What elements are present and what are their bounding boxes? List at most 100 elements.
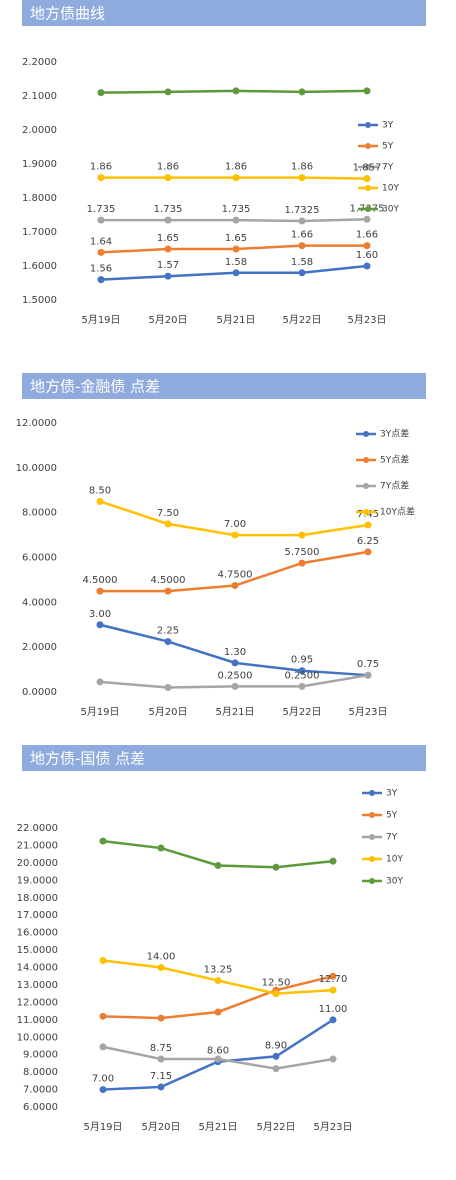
y-tick-label: 16.0000 — [17, 928, 58, 939]
point — [157, 1055, 165, 1063]
point — [272, 990, 280, 998]
point — [164, 272, 172, 280]
point — [272, 1065, 280, 1073]
point — [214, 1055, 222, 1063]
legend-dot — [363, 457, 369, 463]
y-tick-label: 1.9000 — [22, 159, 57, 170]
x-tick-label: 5月20日 — [148, 314, 187, 326]
y-tick-label: 2.1000 — [22, 91, 57, 102]
y-tick-label: 4.0000 — [22, 597, 57, 608]
point — [363, 87, 371, 95]
point — [298, 88, 306, 96]
x-tick-label: 5月19日 — [80, 706, 119, 718]
value-label: 1.86 — [157, 162, 179, 173]
legend-dot — [369, 812, 375, 818]
point — [164, 587, 172, 595]
value-label: 1.86 — [291, 162, 313, 173]
value-label: 1.86 — [90, 162, 112, 173]
value-label: 0.95 — [291, 655, 313, 666]
point — [298, 559, 306, 567]
point — [232, 269, 240, 277]
x-tick-label: 5月21日 — [216, 314, 255, 326]
value-label: 1.58 — [291, 257, 313, 268]
value-label: 4.7500 — [218, 570, 253, 581]
point — [231, 659, 239, 667]
title-bar — [22, 745, 426, 771]
value-label: 1.66 — [291, 230, 313, 241]
point — [96, 587, 104, 595]
y-tick-label: 15.0000 — [17, 945, 58, 956]
legend-dot — [369, 790, 375, 796]
point — [164, 216, 172, 224]
value-label: 1.64 — [90, 236, 112, 247]
x-tick-label: 5月19日 — [83, 1121, 122, 1133]
x-tick-label: 5月23日 — [348, 706, 387, 718]
title-bar — [22, 373, 426, 399]
legend-label: 7Y — [386, 833, 398, 843]
point — [164, 520, 172, 528]
value-label: 6.25 — [357, 536, 379, 547]
point — [298, 174, 306, 182]
point — [363, 262, 371, 270]
value-label: 1.58 — [225, 257, 247, 268]
y-tick-label: 1.7000 — [22, 227, 57, 238]
x-tick-label: 5月21日 — [215, 706, 254, 718]
point — [99, 1012, 107, 1020]
y-tick-label: 6.0000 — [23, 1102, 58, 1113]
point — [214, 977, 222, 985]
chart-title: 地方债-金融债 点差 — [30, 378, 160, 396]
point — [232, 216, 240, 224]
point — [157, 844, 165, 852]
value-label: 1.66 — [356, 230, 378, 241]
point — [329, 972, 337, 980]
title-bar — [22, 0, 426, 26]
point — [272, 1052, 280, 1060]
y-tick-label: 1.5000 — [22, 295, 57, 306]
value-label: 1.57 — [157, 260, 179, 271]
point — [298, 217, 306, 225]
value-label: 8.60 — [207, 1046, 229, 1057]
value-label: 1.65 — [157, 233, 179, 244]
value-label: 0.2500 — [218, 670, 253, 681]
value-label: 1.7325 — [285, 205, 320, 216]
y-tick-label: 19.0000 — [17, 875, 58, 886]
value-label: 1.857 — [353, 163, 382, 174]
value-label: 4.5000 — [151, 575, 186, 586]
y-tick-label: 12.0000 — [17, 997, 58, 1008]
point — [298, 242, 306, 250]
value-label: 8.90 — [265, 1040, 287, 1051]
point — [298, 269, 306, 277]
legend-label: 7Y — [382, 163, 394, 173]
legend-dot — [365, 185, 371, 191]
value-label: 13.25 — [204, 965, 233, 976]
value-label: 2.25 — [157, 626, 179, 637]
legend-label: 10Y — [382, 184, 399, 194]
x-tick-label: 5月22日 — [256, 1121, 295, 1133]
point — [96, 621, 104, 629]
point — [97, 174, 105, 182]
point — [232, 87, 240, 95]
point — [97, 248, 105, 256]
legend-dot — [365, 164, 371, 170]
point — [232, 174, 240, 182]
point — [329, 1016, 337, 1024]
point — [363, 242, 371, 250]
value-label: 0.75 — [357, 659, 379, 670]
y-tick-label: 14.0000 — [17, 963, 58, 974]
value-label: 4.5000 — [83, 575, 118, 586]
y-tick-label: 22.0000 — [17, 823, 58, 834]
legend-label: 10Y — [386, 855, 403, 865]
point — [329, 986, 337, 994]
legend-dot — [363, 509, 369, 515]
value-label: 7.15 — [150, 1071, 172, 1082]
chart-title: 地方债-国债 点差 — [30, 750, 145, 768]
point — [329, 1055, 337, 1063]
point — [96, 678, 104, 686]
y-tick-label: 18.0000 — [17, 893, 58, 904]
legend-label: 3Y — [382, 121, 394, 131]
y-tick-label: 2.2000 — [22, 57, 57, 68]
legend-dot — [369, 834, 375, 840]
value-label: 5.7500 — [285, 547, 320, 558]
point — [363, 175, 371, 183]
